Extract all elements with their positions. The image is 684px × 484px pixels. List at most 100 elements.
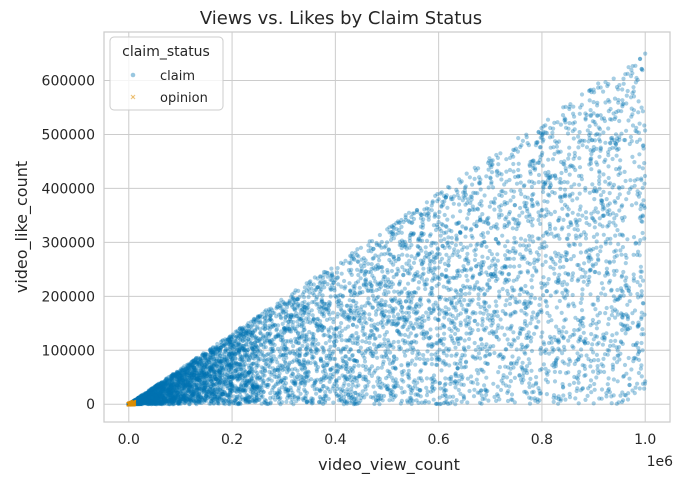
claim-point [224, 340, 229, 345]
claim-point [150, 387, 155, 392]
claim-point [387, 309, 392, 314]
claim-point [419, 368, 424, 373]
claim-point [228, 355, 234, 360]
claim-point [606, 322, 611, 327]
claim-point [254, 365, 259, 370]
claim-point [210, 396, 215, 401]
claim-point [182, 383, 187, 388]
claim-point [398, 346, 403, 351]
claim-point [224, 372, 229, 377]
claim-point [447, 185, 452, 190]
claim-point [130, 402, 135, 407]
claim-point [624, 275, 629, 280]
claim-point [129, 401, 134, 406]
claim-point [132, 399, 137, 404]
claim-point [531, 310, 536, 315]
claim-point [153, 400, 158, 405]
claim-point [127, 402, 132, 407]
claim-point [402, 286, 407, 291]
claim-point [129, 401, 134, 406]
claim-point [130, 401, 135, 406]
claim-point [396, 339, 401, 344]
claim-point [469, 374, 474, 379]
claim-point [456, 268, 461, 273]
claim-point [347, 288, 353, 294]
claim-point [201, 398, 206, 403]
claim-point [625, 397, 631, 402]
claim-point [171, 402, 176, 407]
claim-point [641, 301, 646, 306]
claim-point [251, 384, 256, 390]
claim-point [230, 386, 235, 391]
claim-point [130, 401, 135, 406]
claim-point [142, 398, 147, 403]
claim-point [198, 356, 203, 361]
claim-point [126, 402, 131, 407]
claim-point [575, 386, 580, 391]
claim-point [213, 376, 219, 382]
claim-point [127, 401, 132, 406]
claim-point [184, 369, 190, 375]
claim-point [517, 263, 522, 269]
claim-point [598, 85, 603, 90]
claim-point [182, 385, 188, 390]
claim-point [128, 400, 133, 405]
claim-point [143, 398, 149, 403]
claim-point [158, 396, 164, 401]
claim-point [141, 392, 147, 398]
claim-point [166, 389, 171, 394]
claim-point [567, 152, 572, 157]
claim-point [642, 181, 647, 186]
claim-point [636, 99, 641, 104]
claim-point [541, 233, 546, 238]
claim-point [465, 245, 470, 250]
claim-point [133, 402, 138, 407]
claim-point [135, 400, 140, 405]
claim-point [238, 383, 244, 388]
claim-point [153, 391, 158, 396]
claim-point [240, 397, 245, 402]
claim-point [639, 374, 644, 379]
claim-point [253, 380, 258, 385]
claim-point [199, 395, 204, 400]
claim-point [131, 401, 136, 406]
claim-point [599, 387, 605, 392]
claim-point [579, 92, 585, 97]
claim-point [618, 158, 623, 163]
claim-point [538, 221, 543, 226]
claim-point [160, 388, 165, 393]
claim-point [216, 348, 221, 353]
claim-point [207, 366, 212, 371]
claim-point [620, 87, 625, 92]
claim-point [126, 402, 132, 407]
claim-point [561, 325, 566, 330]
claim-point [556, 233, 561, 238]
claim-point [572, 182, 577, 187]
claim-point [208, 362, 213, 367]
claim-point [603, 311, 608, 316]
claim-point [169, 390, 174, 395]
claim-point [201, 371, 206, 376]
claim-point [143, 393, 148, 398]
claim-point [129, 401, 134, 406]
claim-point [233, 384, 238, 389]
claim-point [638, 283, 643, 288]
claim-point [128, 401, 133, 406]
claim-point [342, 278, 347, 284]
claim-point [254, 382, 259, 387]
claim-point [127, 401, 132, 407]
claim-point [132, 400, 137, 405]
claim-point [188, 363, 193, 368]
claim-point [467, 336, 472, 342]
claim-point [433, 193, 438, 198]
claim-point [217, 360, 223, 365]
claim-point [172, 392, 177, 398]
claim-point [132, 399, 137, 404]
claim-point [607, 191, 612, 196]
claim-point [429, 208, 434, 213]
claim-point [495, 226, 500, 231]
claim-point [605, 382, 610, 387]
claim-point [640, 230, 645, 236]
claim-point [454, 301, 459, 306]
claim-point [423, 245, 428, 250]
